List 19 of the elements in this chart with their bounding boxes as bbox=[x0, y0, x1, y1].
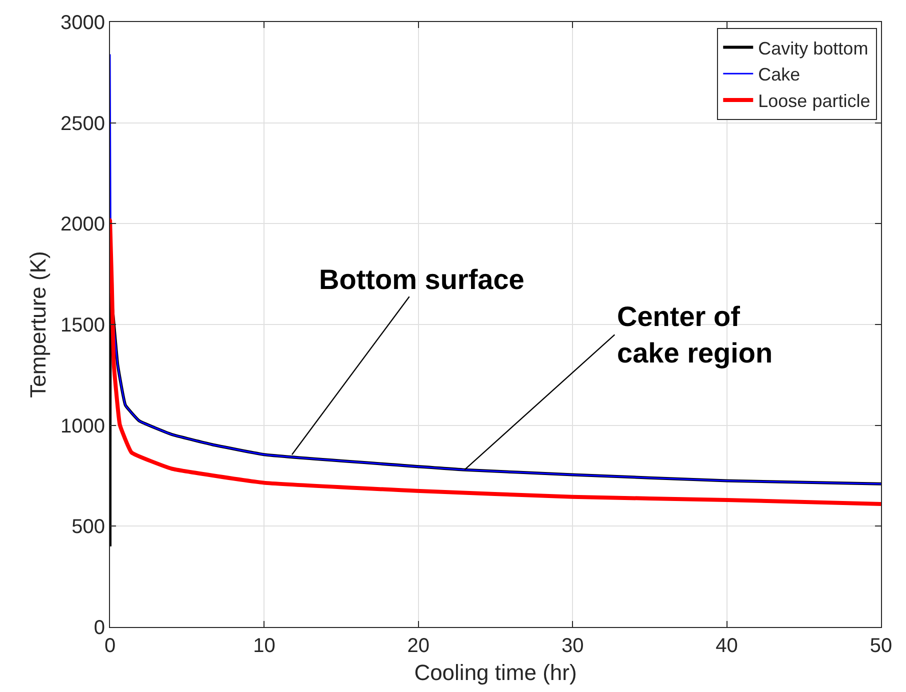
x-tick-label: 10 bbox=[253, 635, 276, 657]
legend-label: Cake bbox=[758, 64, 800, 85]
x-tick-label: 20 bbox=[407, 635, 430, 657]
y-tick-label: 3000 bbox=[60, 12, 105, 34]
y-tick-label: 500 bbox=[72, 516, 105, 538]
annotation: Bottom surface bbox=[319, 264, 524, 295]
x-tick-label: 40 bbox=[716, 635, 738, 657]
y-tick-label: 2500 bbox=[60, 112, 105, 135]
x-axis-title: Cooling time (hr) bbox=[414, 660, 577, 685]
legend-label: Cavity bottom bbox=[758, 38, 868, 58]
y-tick-label: 0 bbox=[94, 617, 105, 639]
x-tick-label: 50 bbox=[870, 635, 892, 657]
legend-label: Loose particle bbox=[758, 91, 870, 112]
annotation: Center of cake region bbox=[617, 301, 773, 368]
y-tick-label: 1500 bbox=[60, 314, 105, 336]
y-axis-title: Temperture (K) bbox=[25, 251, 50, 398]
x-tick-label: 30 bbox=[561, 635, 584, 657]
y-tick-label: 2000 bbox=[60, 214, 105, 236]
y-tick-label: 1000 bbox=[60, 415, 105, 438]
